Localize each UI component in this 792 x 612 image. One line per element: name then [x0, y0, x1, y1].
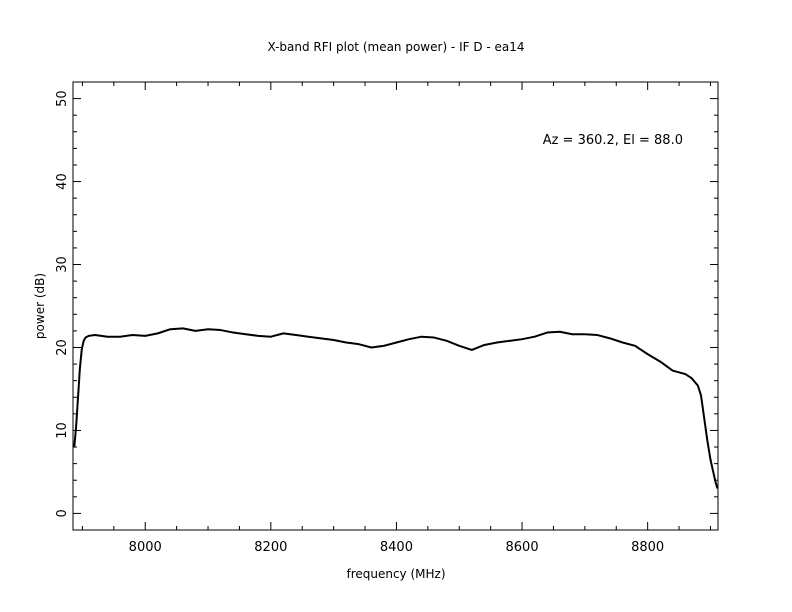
- x-tick-label: 8000: [129, 540, 162, 555]
- chart-title: X-band RFI plot (mean power) - IF D - ea…: [267, 40, 524, 54]
- y-tick-label: 0: [55, 509, 70, 517]
- y-axis-label: power (dB): [33, 273, 47, 339]
- y-tick-label: 20: [55, 339, 70, 356]
- axis-ticks: [73, 81, 718, 531]
- x-axis-label: frequency (MHz): [346, 567, 445, 581]
- x-tick-label: 8200: [254, 540, 287, 555]
- y-tick-label: 40: [55, 173, 70, 190]
- y-tick-label: 50: [55, 90, 70, 107]
- x-tick-label: 8600: [506, 540, 539, 555]
- y-tick-labels: 0 10 20 30 40 50: [55, 90, 70, 517]
- y-tick-label: 10: [55, 422, 70, 439]
- x-tick-labels: 8000 8200 8400 8600 8800: [129, 540, 665, 555]
- x-tick-label: 8800: [631, 540, 664, 555]
- az-el-annotation: Az = 360.2, El = 88.0: [543, 133, 683, 148]
- plot-frame: [72, 81, 719, 531]
- power-spectrum-line: [73, 327, 719, 489]
- y-tick-label: 30: [55, 256, 70, 273]
- x-tick-label: 8400: [380, 540, 413, 555]
